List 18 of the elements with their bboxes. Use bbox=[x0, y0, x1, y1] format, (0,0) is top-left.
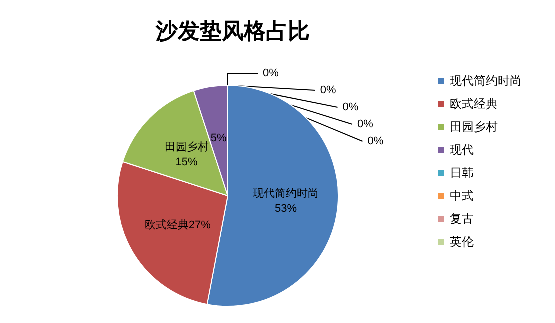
data-label: 欧式经典27% bbox=[144, 218, 212, 232]
data-label: 田园乡村 15% bbox=[164, 140, 209, 168]
legend-label: 欧式经典 bbox=[450, 97, 498, 111]
chart-title: 沙发垫风格占比 bbox=[155, 20, 310, 44]
text: 0% bbox=[342, 101, 359, 114]
legend-label: 中式 bbox=[450, 189, 474, 203]
legend-label: 现代简约时尚 bbox=[450, 74, 522, 88]
text: 0% bbox=[320, 84, 336, 96]
text: 0% bbox=[263, 67, 279, 80]
data-label: 现代简约时尚 53% bbox=[253, 186, 319, 215]
legend-label: 田园乡村 bbox=[450, 120, 498, 134]
legend-label: 现代 bbox=[450, 143, 474, 157]
data-label: 5% bbox=[210, 132, 228, 144]
legend-label: 英伦 bbox=[450, 235, 474, 249]
legend-label: 日韩 bbox=[450, 166, 474, 180]
text: 0% bbox=[358, 118, 374, 130]
text: 0% bbox=[368, 135, 384, 148]
legend-label: 复古 bbox=[450, 212, 474, 226]
